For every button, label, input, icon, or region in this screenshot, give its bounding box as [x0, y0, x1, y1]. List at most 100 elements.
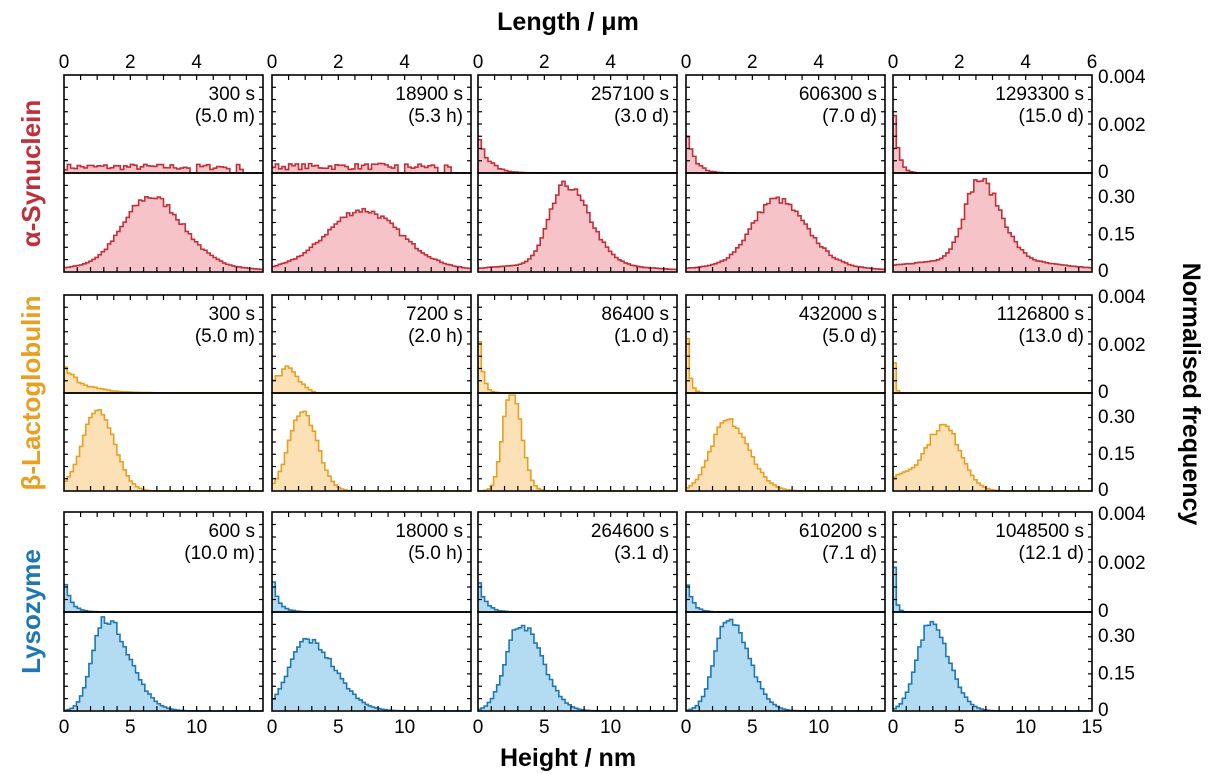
- height-histogram-fill: [272, 208, 471, 271]
- top-tick-label: 4: [399, 52, 410, 73]
- top-tick-label: 4: [605, 52, 616, 73]
- height-histogram-outline: [64, 196, 263, 271]
- bottom-tick-label: 0: [473, 717, 484, 738]
- top-tick-label: 4: [1020, 52, 1031, 73]
- height-histogram-fill: [272, 638, 471, 711]
- duration-label: (12.1 d): [1019, 543, 1084, 564]
- height-y-tick-label: 0: [1098, 480, 1109, 501]
- time-label: 86400 s: [601, 304, 669, 325]
- top-tick-label: 0: [267, 52, 278, 73]
- duration-label: (5.3 h): [408, 106, 463, 127]
- height-y-tick-label: 0: [1098, 261, 1109, 282]
- height-y-tick-label: 0.15: [1098, 664, 1135, 685]
- bottom-tick-label: 5: [747, 717, 758, 738]
- height-histogram-fill: [478, 181, 677, 271]
- length-histogram-fill: [64, 367, 263, 393]
- duration-label: (7.0 d): [822, 106, 877, 127]
- duration-label: (5.0 m): [195, 326, 255, 347]
- height-histogram-outline: [272, 207, 471, 270]
- length-histogram-outline: [478, 138, 677, 174]
- bottom-tick-label: 15: [1081, 717, 1102, 738]
- time-label: 257100 s: [591, 84, 669, 105]
- bottom-axis-title: Height / nm: [500, 744, 636, 772]
- time-label: 1048500 s: [995, 521, 1084, 542]
- top-tick-label: 2: [539, 52, 550, 73]
- duration-label: (1.0 d): [614, 326, 669, 347]
- bottom-tick-label: 10: [394, 717, 415, 738]
- bottom-tick-label: 0: [681, 717, 692, 738]
- length-histogram-fill: [64, 584, 263, 612]
- height-histogram-fill: [478, 625, 677, 711]
- length-y-tick-label: 0: [1098, 601, 1109, 622]
- length-histogram-outline: [64, 583, 263, 613]
- top-tick-label: 2: [125, 52, 136, 73]
- length-histogram-fill: [686, 585, 885, 612]
- time-label: 264600 s: [591, 521, 669, 542]
- time-label: 300 s: [209, 304, 255, 325]
- length-histogram-fill: [478, 582, 677, 612]
- time-label: 300 s: [209, 84, 255, 105]
- time-label: 606300 s: [799, 84, 877, 105]
- length-y-tick-label: 0: [1098, 162, 1109, 183]
- top-tick-label: 2: [954, 52, 965, 73]
- length-y-tick-label: 0.002: [1098, 115, 1146, 136]
- top-tick-label: 2: [333, 52, 344, 73]
- height-histogram-fill: [272, 411, 471, 491]
- time-label: 7200 s: [406, 304, 463, 325]
- length-histogram-fill: [272, 582, 471, 612]
- length-histogram-outline: [893, 566, 1092, 613]
- duration-label: (7.1 d): [822, 543, 877, 564]
- height-y-tick-label: 0.30: [1098, 626, 1135, 647]
- length-histogram-outline: [893, 362, 1092, 394]
- time-label: 610200 s: [799, 521, 877, 542]
- height-histogram-fill: [64, 616, 263, 711]
- height-histogram-outline: [478, 180, 677, 271]
- height-y-tick-label: 0.30: [1098, 187, 1135, 208]
- time-label: 600 s: [209, 521, 255, 542]
- length-histogram-outline: [686, 136, 885, 174]
- top-tick-label: 0: [681, 52, 692, 73]
- height-y-tick-label: 0.30: [1098, 407, 1135, 428]
- length-y-tick-label: 0.004: [1098, 504, 1146, 525]
- time-label: 432000 s: [799, 304, 877, 325]
- length-histogram-outline: [478, 341, 677, 394]
- height-histogram-fill: [64, 196, 263, 271]
- height-y-tick-label: 0: [1098, 700, 1109, 721]
- height-histogram-fill: [686, 197, 885, 271]
- time-label: 1293300 s: [995, 84, 1084, 105]
- length-histogram-fill: [893, 362, 1092, 393]
- time-label: 18000 s: [395, 521, 463, 542]
- top-tick-label: 6: [1087, 52, 1098, 73]
- length-y-tick-label: 0: [1098, 382, 1109, 403]
- height-histogram-outline: [686, 196, 885, 271]
- length-y-tick-label: 0.004: [1098, 67, 1146, 88]
- length-histogram-fill: [272, 366, 471, 393]
- right-axis-title: Normalised frequency: [1177, 263, 1205, 526]
- duration-label: (5.0 m): [195, 106, 255, 127]
- length-y-tick-label: 0.002: [1098, 553, 1146, 574]
- duration-label: (10.0 m): [184, 543, 255, 564]
- duration-label: (15.0 d): [1019, 106, 1084, 127]
- duration-label: (3.1 d): [614, 543, 669, 564]
- length-histogram-fill: [686, 136, 885, 173]
- bottom-tick-label: 10: [1015, 717, 1036, 738]
- length-histogram-outline: [272, 162, 471, 174]
- length-y-tick-label: 0.004: [1098, 287, 1146, 308]
- height-histogram-fill: [893, 621, 1092, 711]
- bottom-tick-label: 10: [808, 717, 829, 738]
- bottom-tick-label: 5: [333, 717, 344, 738]
- height-y-tick-label: 0.15: [1098, 444, 1135, 465]
- length-histogram-outline: [478, 582, 677, 613]
- bottom-tick-label: 0: [888, 717, 899, 738]
- top-tick-label: 0: [473, 52, 484, 73]
- bottom-tick-label: 5: [954, 717, 965, 738]
- length-histogram-outline: [64, 163, 263, 174]
- duration-label: (5.0 d): [822, 326, 877, 347]
- length-histogram-outline: [272, 581, 471, 613]
- top-axis-title: Length / μm: [497, 8, 639, 36]
- top-tick-label: 4: [813, 52, 824, 73]
- bottom-tick-label: 0: [59, 717, 70, 738]
- bottom-tick-label: 5: [125, 717, 136, 738]
